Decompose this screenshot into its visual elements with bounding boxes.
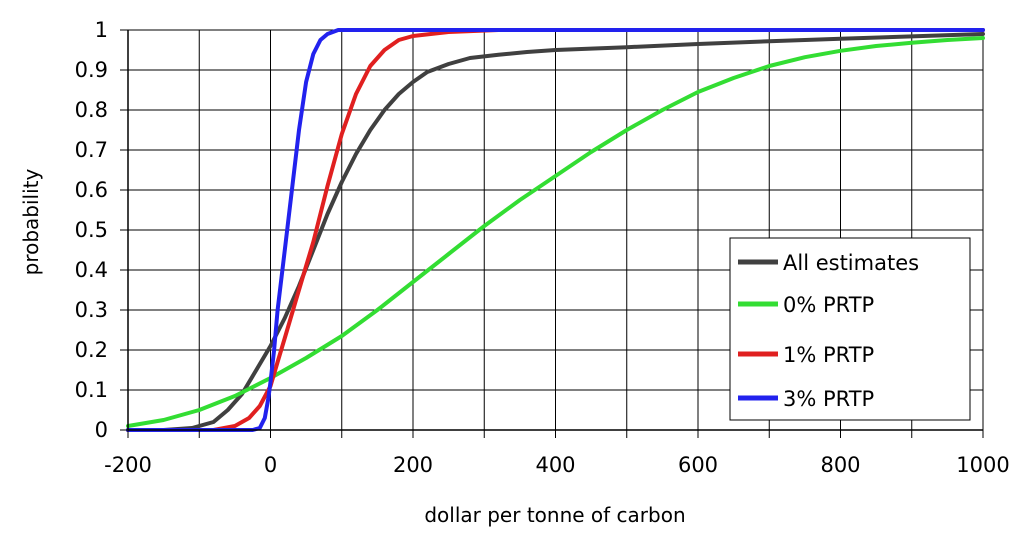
legend: All estimates 0% PRTP 1% PRTP 3% PRTP (729, 237, 971, 421)
series-line (126, 28, 985, 432)
x-axis-title: dollar per tonne of carbon (424, 503, 685, 527)
legend-label: 0% PRTP (783, 293, 874, 317)
x-tick-label: 0 (264, 453, 277, 477)
x-tick-label: 1000 (956, 453, 1009, 477)
x-tick-label: -200 (104, 453, 152, 477)
series-lines (126, 28, 985, 432)
y-tick-label: 0.9 (75, 58, 108, 82)
y-tick-label: 0.5 (75, 218, 108, 242)
y-axis-title: probability (19, 168, 43, 275)
y-tick-label: 0.8 (75, 98, 108, 122)
legend-label: All estimates (783, 251, 919, 275)
y-tick-label: 0 (95, 418, 108, 442)
y-tick-label: 0.7 (75, 138, 108, 162)
x-tick-label: 400 (535, 453, 575, 477)
legend-box (729, 237, 971, 421)
series-line (126, 28, 985, 432)
series-line (126, 32, 985, 432)
legend-label: 3% PRTP (783, 387, 874, 411)
tick-labels: -200 0 200 400 600 800 1000 0 0.1 0.2 0.3 0.4 0.5 0.6… (75, 18, 1010, 477)
y-tick-label: 0.3 (75, 298, 108, 322)
y-tick-label: 1 (95, 18, 108, 42)
y-tick-label: 0.2 (75, 338, 108, 362)
legend-label: 1% PRTP (783, 343, 874, 367)
x-tick-label: 800 (820, 453, 860, 477)
axes (120, 29, 984, 438)
y-tick-label: 0.4 (75, 258, 108, 282)
x-tick-label: 600 (678, 453, 718, 477)
y-tick-label: 0.1 (75, 378, 108, 402)
x-tick-label: 200 (393, 453, 433, 477)
y-tick-label: 0.6 (75, 178, 108, 202)
